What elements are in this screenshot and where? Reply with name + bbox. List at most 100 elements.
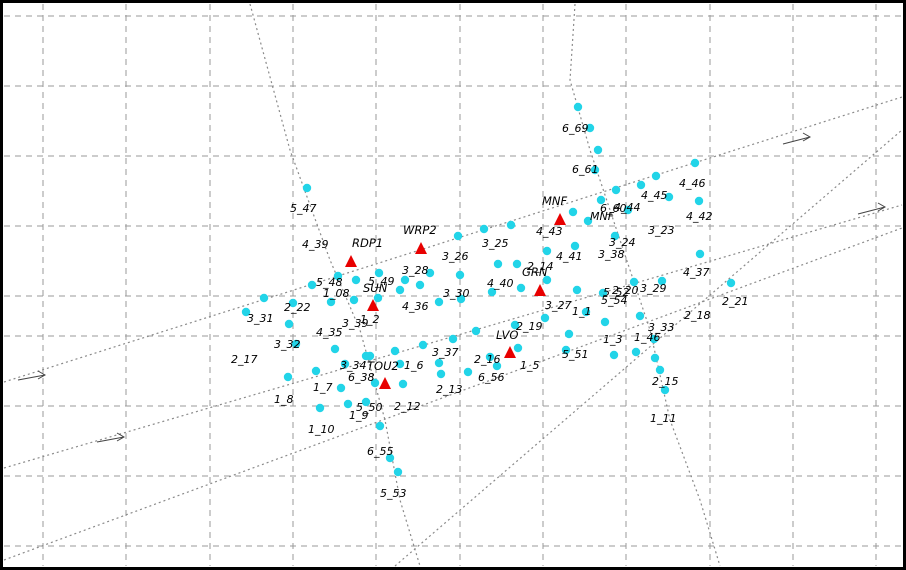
shotpoint-dot xyxy=(479,224,489,234)
shotpoint-dot xyxy=(510,320,520,330)
shotpoint-dot xyxy=(623,205,633,215)
shotpoint-dot xyxy=(349,295,359,305)
shotpoint-dot xyxy=(506,220,516,230)
shotpoint-dot xyxy=(288,298,298,308)
shotpoint-label: MNF xyxy=(590,210,615,223)
shotpoint-label: 1_08 xyxy=(323,287,350,300)
shotpoint-dot xyxy=(370,378,380,388)
shotpoint-label: 3_24 xyxy=(609,236,636,249)
shotpoint-dot xyxy=(572,285,582,295)
shotpoint-dot xyxy=(395,285,405,295)
shotpoint-dot xyxy=(340,359,350,369)
shotpoint-dot xyxy=(390,346,400,356)
shotpoint-dot xyxy=(326,297,336,307)
shotpoint-dot xyxy=(415,280,425,290)
shotpoint-dot xyxy=(596,195,606,205)
shotpoint-label: 2_17 xyxy=(231,353,258,366)
station-marker xyxy=(554,213,566,225)
shotpoint-dot xyxy=(453,231,463,241)
station-label: SUN xyxy=(363,281,388,295)
shotpoint-label: 3_25 xyxy=(482,237,509,250)
shotpoint-dot xyxy=(542,246,552,256)
shotpoint-label: 4_41 xyxy=(556,250,583,263)
shotpoint-label: 4_35 xyxy=(316,326,343,339)
shotpoint-dot xyxy=(471,326,481,336)
shotpoint-label: 2_13 xyxy=(436,383,463,396)
shotpoint-dot xyxy=(583,216,593,226)
shotpoint-markers xyxy=(241,102,736,477)
shotpoint-dot xyxy=(456,294,466,304)
shotpoint-dot xyxy=(241,307,251,317)
shotpoint-dot xyxy=(610,231,620,241)
shotpoint-dot xyxy=(590,165,600,175)
shotpoint-dot xyxy=(351,275,361,285)
shotpoint-dot xyxy=(629,277,639,287)
shotpoint-label: 1_7 xyxy=(313,381,333,394)
shotpoint-label: 4_43 xyxy=(536,225,563,238)
shotpoint-label: 5_53 xyxy=(380,487,407,500)
shotpoint-dot xyxy=(542,275,552,285)
shotpoint-dot xyxy=(581,307,591,317)
shotpoint-label: 1_46 xyxy=(634,331,661,344)
shotpoint-dot xyxy=(493,259,503,269)
shotpoint-dot xyxy=(487,287,497,297)
shotpoint-dot xyxy=(436,369,446,379)
shotpoint-label: 4_42 xyxy=(686,210,713,223)
shotpoint-label: 5_47 xyxy=(290,202,317,215)
shotpoint-dot xyxy=(650,353,660,363)
shotpoint-label: 1_2 xyxy=(360,313,380,326)
shotpoint-dot xyxy=(385,453,395,463)
shotpoint-dot xyxy=(448,334,458,344)
shotpoint-label: 3_39 xyxy=(342,317,369,330)
shotpoint-dot xyxy=(593,145,603,155)
shotpoint-dot xyxy=(649,334,659,344)
shotpoint-dot xyxy=(726,278,736,288)
shotpoint-dot xyxy=(564,329,574,339)
shotpoint-dot xyxy=(568,207,578,217)
shotpoint-label: 4_37 xyxy=(683,266,710,279)
shotpoint-dot xyxy=(485,352,495,362)
shotpoint-dot xyxy=(393,467,403,477)
grid xyxy=(4,4,902,566)
shotpoint-dot xyxy=(631,347,641,357)
shotpoint-dot xyxy=(660,385,670,395)
station-marker xyxy=(379,377,391,389)
shotpoint-label: 6_69 xyxy=(562,122,589,135)
station-label: GRN xyxy=(522,265,548,279)
shotpoint-dot xyxy=(636,180,646,190)
shotpoint-label: 1_8 xyxy=(274,393,294,406)
shotpoint-label: 3_32 xyxy=(274,338,301,351)
shotpoint-label: 3_30 xyxy=(443,287,470,300)
shotpoint-label: 3_26 xyxy=(442,250,469,263)
shotpoint-dot xyxy=(695,249,705,259)
shotpoint-dot xyxy=(315,403,325,413)
shotpoint-label: 2_16 xyxy=(474,353,501,366)
shotpoint-label: 4_46 xyxy=(679,177,706,190)
shotpoint-dot xyxy=(463,367,473,377)
shotpoint-label: 5_51 xyxy=(562,348,589,361)
shotpoint-dot xyxy=(512,259,522,269)
shotpoint-dot xyxy=(561,345,571,355)
direction-arrows xyxy=(17,132,887,443)
station-marker xyxy=(504,346,516,358)
shotpoint-dot xyxy=(540,313,550,323)
station-label: TOU2 xyxy=(367,359,399,373)
station-marker xyxy=(534,284,546,296)
shotpoint-dot xyxy=(655,365,665,375)
shotpoint-dot xyxy=(516,283,526,293)
shotpoint-dot xyxy=(291,339,301,349)
shotpoint-label: 5_54 xyxy=(601,294,628,307)
shotpoint-label: 5_48 xyxy=(316,276,343,289)
shotpoint-label: 4_36 xyxy=(402,300,429,313)
shotpoint-label: 3_34 xyxy=(340,359,367,372)
shotpoint-label: 2_14 xyxy=(527,260,554,273)
shotpoint-dot xyxy=(302,183,312,193)
shotpoint-label: 3_37 xyxy=(432,346,459,359)
shotpoint-dot xyxy=(664,192,674,202)
shotpoint-label: 6_56 xyxy=(478,371,505,384)
shotpoint-label: 1_6 xyxy=(404,359,424,372)
shotpoint-label: 4_40 xyxy=(487,277,514,290)
shotpoint-label: 1_11 xyxy=(650,412,677,425)
shotpoint-dot xyxy=(455,270,465,280)
